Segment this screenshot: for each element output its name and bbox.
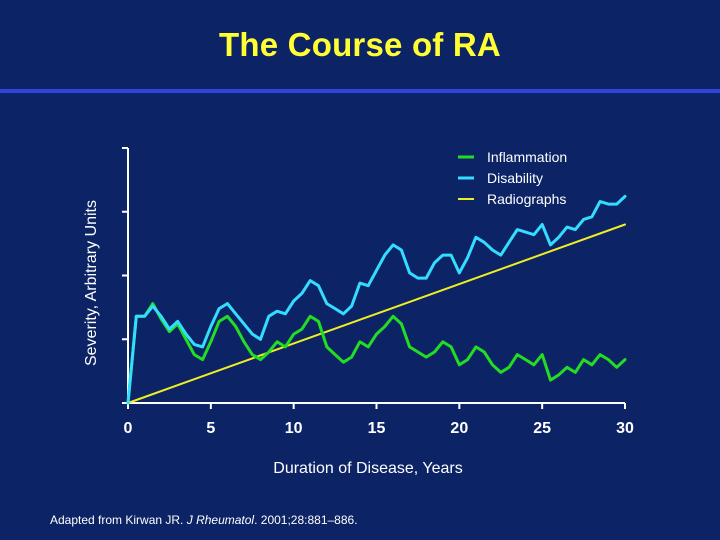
legend-label-inflammation: Inflammation	[487, 149, 567, 165]
x-axis-label: Duration of Disease, Years	[273, 460, 462, 477]
legend-label-radiographs: Radiographs	[487, 191, 566, 207]
citation-prefix: Adapted from Kirwan JR.	[50, 513, 187, 527]
legend-label-disability: Disability	[487, 170, 543, 186]
radiographs-line	[127, 223, 626, 404]
slide-title: The Course of RA	[219, 26, 501, 63]
citation-journal: J Rheumatol	[186, 513, 255, 527]
x-tick-label: 25	[533, 420, 551, 437]
disability-line	[126, 194, 627, 405]
inflammation-line	[126, 302, 627, 405]
x-tick-label: 20	[450, 420, 468, 437]
title-divider	[0, 89, 720, 93]
x-tick-label: 30	[616, 420, 634, 437]
x-tick-label: 5	[206, 420, 215, 437]
x-tick-label: 10	[285, 420, 303, 437]
citation: Adapted from Kirwan JR. J Rheumatol. 200…	[50, 513, 358, 527]
x-tick-label: 0	[124, 420, 133, 437]
series-layer	[126, 194, 627, 405]
x-tick-label: 15	[368, 420, 386, 437]
citation-suffix: . 2001;28:881–886.	[254, 513, 358, 527]
y-axis-label: Severity, Arbitrary Units	[83, 200, 100, 366]
chart-axes: 0 5 10 15 20 25 30	[122, 147, 634, 437]
chart-legend: Inflammation Disability Radiographs	[458, 149, 567, 207]
